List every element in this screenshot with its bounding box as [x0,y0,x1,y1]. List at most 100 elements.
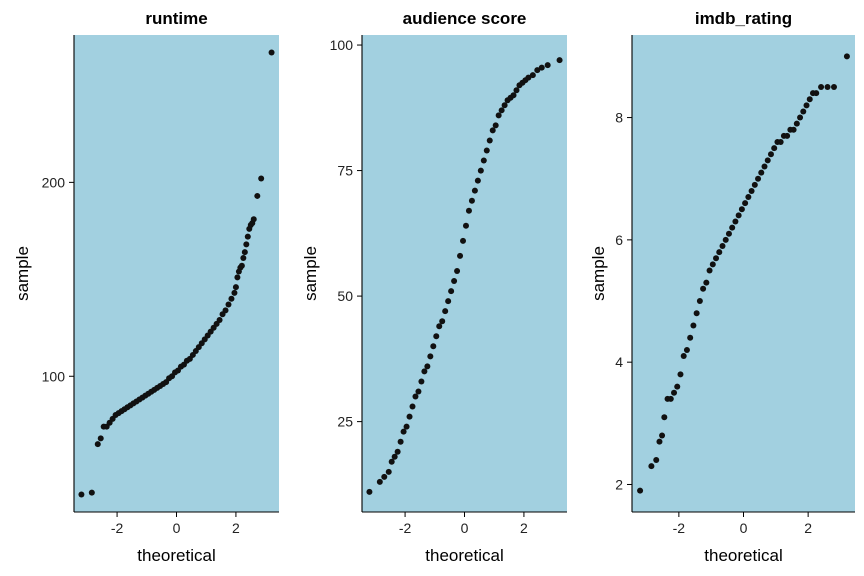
data-point [486,137,493,144]
x-tick-label: -2 [111,520,124,536]
data-point [725,230,732,237]
data-point [388,458,395,465]
data-point [683,346,690,353]
data-point [474,177,481,184]
data-point [648,463,655,470]
data-point [78,491,85,498]
data-point [667,395,674,402]
y-tick-label: 2 [615,476,623,492]
data-point [430,343,437,350]
data-point [637,487,644,494]
data-point [471,187,478,194]
data-point [656,438,663,445]
data-point [254,192,261,199]
data-point [477,167,484,174]
panel-background [632,35,855,512]
panel-title: runtime [145,9,207,28]
data-point [97,435,104,442]
x-axis-title: theoretical [704,546,782,565]
data-point [433,333,440,340]
data-point [448,288,455,295]
data-point [659,432,666,439]
data-point [784,132,791,139]
data-point [400,428,407,435]
y-tick-label: 8 [615,110,623,126]
data-point [696,298,703,305]
data-point [492,122,499,129]
data-point [525,74,532,81]
data-point [771,145,778,152]
data-point [418,378,425,385]
y-tick-label: 50 [337,288,353,304]
data-point [489,127,496,134]
y-axis-title: sample [589,246,608,301]
x-axis-title: theoretical [425,546,503,565]
panel-background [362,35,567,512]
data-point [767,151,774,158]
data-point [436,323,443,330]
data-point [268,49,275,56]
data-point [677,371,684,378]
data-point [722,236,729,243]
data-point [732,218,739,225]
data-point [803,102,810,109]
data-point [391,453,398,460]
data-point [457,252,464,259]
x-tick-label: 0 [740,520,748,536]
x-tick-label: 2 [232,520,240,536]
data-point [510,92,517,99]
data-point [751,181,758,188]
data-point [793,120,800,127]
x-tick-label: -2 [673,520,686,536]
data-point [468,197,475,204]
data-point [729,224,736,231]
data-point [462,222,469,229]
y-tick-label: 4 [615,354,623,370]
data-point [238,262,245,269]
data-point [806,96,813,103]
data-point [761,163,768,170]
data-point [445,298,452,305]
data-point [556,57,563,64]
data-point [483,147,490,154]
data-point [394,448,401,455]
data-point [797,114,804,121]
panel-title: audience score [403,9,527,28]
data-point [228,295,235,302]
data-point [421,368,428,375]
data-point [415,388,422,395]
data-point [693,310,700,317]
data-point [706,267,713,274]
data-point [409,403,416,410]
data-point [244,233,251,240]
data-point [830,83,837,90]
data-point [403,423,410,430]
data-point [427,353,434,360]
data-point [758,169,765,176]
data-point [713,255,720,262]
data-point [687,334,694,341]
data-point [442,308,449,315]
x-axis-title: theoretical [137,546,215,565]
data-point [385,468,392,475]
data-point [738,206,745,213]
data-point [376,478,383,485]
data-point [94,441,101,448]
data-point [709,261,716,268]
data-point [742,200,749,207]
y-tick-label: 6 [615,232,623,248]
data-point [843,53,850,60]
data-point [764,157,771,164]
data-point [480,157,487,164]
data-point [800,108,807,115]
data-point [716,249,723,256]
data-point [406,413,413,420]
data-point [680,353,687,360]
data-point [748,187,755,194]
data-point [703,279,710,286]
data-point [690,322,697,329]
data-point [465,207,472,214]
data-point [755,175,762,182]
data-point [241,249,248,256]
